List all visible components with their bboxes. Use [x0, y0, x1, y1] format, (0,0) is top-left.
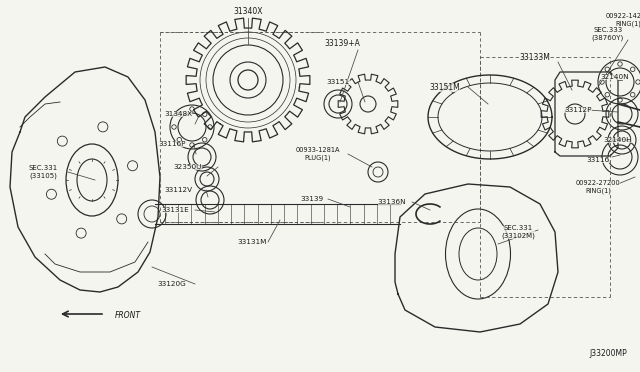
- Text: SEC.333
(38760Y): SEC.333 (38760Y): [592, 27, 624, 41]
- Text: 33139: 33139: [300, 196, 324, 202]
- Text: 33112P: 33112P: [564, 107, 592, 113]
- Text: 33136N: 33136N: [378, 199, 406, 205]
- Text: SEC.331
(33102M): SEC.331 (33102M): [501, 225, 535, 239]
- Text: SEC.331
(33105): SEC.331 (33105): [28, 165, 58, 179]
- Text: 31340X: 31340X: [233, 7, 263, 16]
- Text: 32140H: 32140H: [604, 137, 632, 143]
- Text: J33200MP: J33200MP: [589, 350, 627, 359]
- Text: 33131M: 33131M: [237, 239, 267, 245]
- Text: 33151: 33151: [326, 79, 349, 85]
- Text: 33120G: 33120G: [157, 281, 186, 287]
- Text: 32350U: 32350U: [174, 164, 202, 170]
- Text: 31348X: 31348X: [164, 111, 192, 117]
- Text: 33112V: 33112V: [164, 187, 192, 193]
- Text: 00922-14200
RING(1): 00922-14200 RING(1): [605, 13, 640, 27]
- Text: 33116P: 33116P: [158, 141, 186, 147]
- Text: 32140N: 32140N: [601, 74, 629, 80]
- Text: FRONT: FRONT: [115, 311, 141, 321]
- Text: 00922-27200
RING(1): 00922-27200 RING(1): [575, 180, 620, 194]
- Text: 33139+A: 33139+A: [324, 39, 360, 48]
- Text: 33131E: 33131E: [161, 207, 189, 213]
- Text: 33133M: 33133M: [520, 52, 550, 61]
- Text: 33116: 33116: [586, 157, 609, 163]
- Text: 33151M: 33151M: [429, 83, 460, 92]
- Text: 00933-1281A
PLUG(1): 00933-1281A PLUG(1): [296, 147, 340, 161]
